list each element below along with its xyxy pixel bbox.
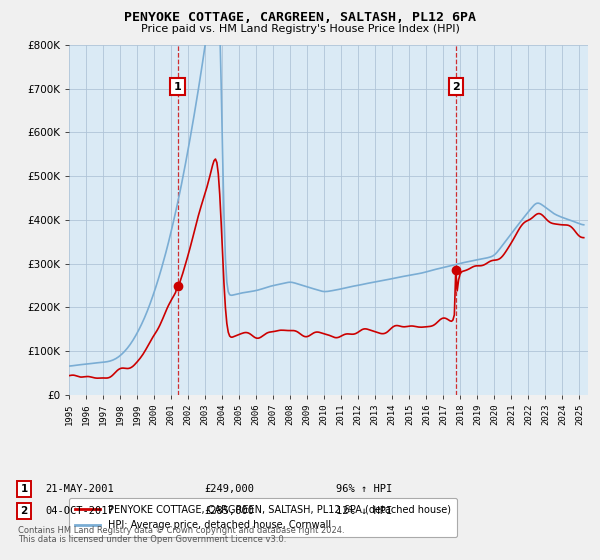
Text: PENYOKE COTTAGE, CARGREEN, SALTASH, PL12 6PA: PENYOKE COTTAGE, CARGREEN, SALTASH, PL12…: [124, 11, 476, 24]
Text: 04-OCT-2017: 04-OCT-2017: [45, 506, 114, 516]
Legend: PENYOKE COTTAGE, CARGREEN, SALTASH, PL12 6PA (detached house), HPI: Average pric: PENYOKE COTTAGE, CARGREEN, SALTASH, PL12…: [68, 498, 457, 537]
Text: 12% ↓ HPI: 12% ↓ HPI: [336, 506, 392, 516]
Text: 1: 1: [173, 82, 181, 92]
Text: Price paid vs. HM Land Registry's House Price Index (HPI): Price paid vs. HM Land Registry's House …: [140, 24, 460, 34]
Text: Contains HM Land Registry data © Crown copyright and database right 2024.: Contains HM Land Registry data © Crown c…: [18, 526, 344, 535]
Text: £249,000: £249,000: [204, 484, 254, 494]
Text: 1: 1: [20, 484, 28, 494]
Text: 21-MAY-2001: 21-MAY-2001: [45, 484, 114, 494]
Text: £285,000: £285,000: [204, 506, 254, 516]
Text: 2: 2: [452, 82, 460, 92]
Text: This data is licensed under the Open Government Licence v3.0.: This data is licensed under the Open Gov…: [18, 535, 286, 544]
Text: 2: 2: [20, 506, 28, 516]
Text: 96% ↑ HPI: 96% ↑ HPI: [336, 484, 392, 494]
